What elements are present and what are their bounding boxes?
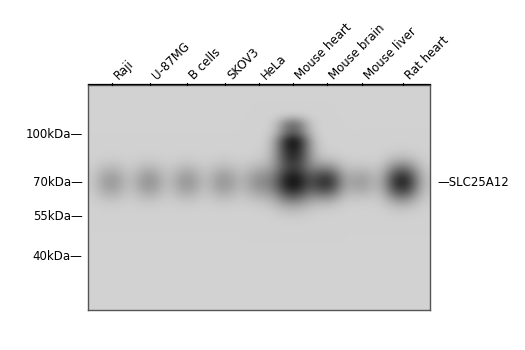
Text: 55kDa—: 55kDa—: [33, 210, 83, 223]
Text: 100kDa—: 100kDa—: [26, 128, 83, 141]
Text: Mouse brain: Mouse brain: [328, 22, 388, 82]
Text: 70kDa—: 70kDa—: [33, 176, 83, 189]
Text: Mouse heart: Mouse heart: [293, 21, 354, 82]
Text: HeLa: HeLa: [259, 52, 289, 82]
Text: Raji: Raji: [112, 57, 136, 82]
Text: —SLC25A12: —SLC25A12: [438, 176, 510, 189]
Text: U-87MG: U-87MG: [150, 40, 192, 82]
Text: 40kDa—: 40kDa—: [33, 250, 83, 262]
Text: SKOV3: SKOV3: [225, 46, 261, 82]
Text: Mouse liver: Mouse liver: [362, 25, 419, 82]
Text: B cells: B cells: [187, 46, 224, 82]
Text: Rat heart: Rat heart: [403, 34, 451, 82]
